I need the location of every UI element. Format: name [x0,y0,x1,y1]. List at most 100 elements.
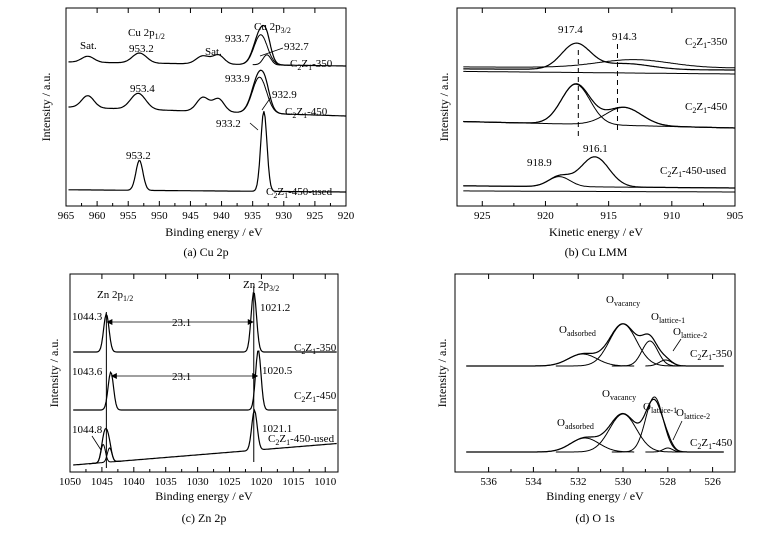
annotation-sat2: Sat. [205,46,222,58]
series-name-part: Z [279,433,286,445]
annotation-sat2-text: Sat. [205,46,222,58]
series-name-part: -450 [707,101,728,113]
series-name-sub: 2 [697,353,701,362]
x-tick-label: 534 [525,476,542,488]
annotation-a350_9327: 932.7 [284,41,309,53]
panel-1: 925 920 915 910 905 Kinetic energy / eV Intens… [437,7,744,259]
annotation-a450_9329-text: 932.9 [272,89,297,101]
annotation-zn2p12-text: Zn 2p [97,289,123,301]
annotation-d_ol21-text: O [673,326,681,338]
fit-350-lattice-1 [611,340,679,367]
x-tick-label: 1020 [250,476,273,488]
series-name-sub: 2 [692,106,696,115]
annotation-c10205-text: 1020.5 [262,365,293,377]
series-label: C2Z1-450-usedC2Z1-450-used [268,433,335,447]
plot-frame [65,7,347,207]
x-tick-label: 930 [276,210,293,222]
pointer-line [259,47,284,57]
series-name-part: C [294,390,301,402]
annotation-d_ol12-text: O [643,401,651,413]
annotation-cu2p32: Cu 2p3/2 [254,21,291,35]
annotation-d_ov1-text: O [606,294,614,306]
series-name-sub: 1 [312,347,316,356]
annotation-d_ol21: Olattice-2 [673,326,707,340]
fit-450-adsorbed [533,437,635,453]
annotation-c10212: 1021.2 [260,302,290,314]
series-name-sub: 2 [292,111,296,120]
series-name-sub: 1 [286,438,290,447]
series-name-sub: 2 [667,170,671,179]
series-name-part: Z [696,36,703,48]
x-tick-label: 915 [600,210,617,222]
plot-frame [454,273,736,473]
pointer-line [249,122,259,131]
annotation-c231b: 23.1 [172,371,191,383]
series-name-sub: 1 [708,442,712,451]
annotation-a350_9327-text: 932.7 [284,41,309,53]
annotation-d_ol22-sub: lattice-2 [684,412,710,421]
series-name-sub: 1 [708,353,712,362]
annotation-aused_9532: 953.2 [126,150,151,162]
series-450-curve [68,69,346,117]
series-name-part: C [285,106,292,118]
annotation-zn2p32-sub: 3/2 [269,284,279,293]
series-name-sub: 1 [284,191,288,200]
panel-caption: (a) Cu 2p [183,245,228,259]
annotation-c231a-text: 23.1 [172,317,191,329]
x-tick-label: 960 [89,210,106,222]
series-name-part: -450 [316,390,337,402]
series-name-part: -450 [712,437,733,449]
y-axis-title: Intensity / a.u. [437,73,451,142]
x-tick-label: 925 [307,210,324,222]
x-tick-label: 945 [182,210,199,222]
y-axis-title: Intensity / a.u. [47,339,61,408]
arrow-head-left [110,373,117,379]
annotation-b9143: 914.3 [612,31,637,43]
y-axis-title: Intensity / a.u. [435,339,449,408]
series-name-part: -350 [316,342,337,354]
x-tick-label: 965 [58,210,75,222]
series-used-curve [68,111,346,193]
fit-used-b [89,447,121,465]
x-tick-label: 1040 [123,476,146,488]
series-name-part: -450 [307,106,328,118]
annotation-cu2p32-text: Cu 2p [254,21,281,33]
series-name-sub: 1 [703,106,707,115]
annotation-d_ol22: Olattice-2 [676,407,710,421]
x-tick-label: 925 [474,210,491,222]
series-name-part: C [268,433,275,445]
series-name-sub: 2 [273,191,277,200]
series-350-curve [463,42,735,71]
arrow-head-right [252,373,259,379]
pointer-line [261,96,272,111]
annotation-d_ol11-sub: lattice-1 [659,316,685,325]
annotation-c10448: 1044.8 [72,424,103,436]
series-name-part: C [690,437,697,449]
annotation-a450_9339-text: 933.9 [225,73,250,85]
x-tick-label: 905 [727,210,744,222]
x-tick-label: 1015 [282,476,305,488]
panel-3: 536 534 532 530 528 526 Binding energy / eV Int… [435,273,736,525]
x-tick-label: 532 [570,476,587,488]
x-axis-title: Binding energy / eV [155,489,253,503]
annotation-d_ov2-text: O [602,388,610,400]
fit-350-vacancy [555,323,691,367]
panel-caption: (c) Zn 2p [182,511,227,525]
annotation-c10436: 1043.6 [72,366,103,378]
annotation-a350_9532-text: 953.2 [129,43,154,55]
annotation-b9189-text: 918.9 [527,157,552,169]
panel-0: 965 960 955 950 945 940 935 930 925 920 Binding en… [39,7,355,259]
series-name-part: -450-used [288,186,332,198]
series-name-part: Z [305,342,312,354]
annotation-c10212-text: 1021.2 [260,302,290,314]
annotation-b9161: 916.1 [583,143,608,155]
series-name-sub: 1 [678,170,682,179]
annotation-d_ol12-sub: lattice-1 [651,406,677,415]
series-name-part: Z [671,165,678,177]
plot-frame [456,7,736,207]
annotation-c10211: 1021.1 [262,423,292,435]
annotation-cu2p32-sub: 3/2 [281,26,291,35]
x-tick-label: 920 [537,210,554,222]
